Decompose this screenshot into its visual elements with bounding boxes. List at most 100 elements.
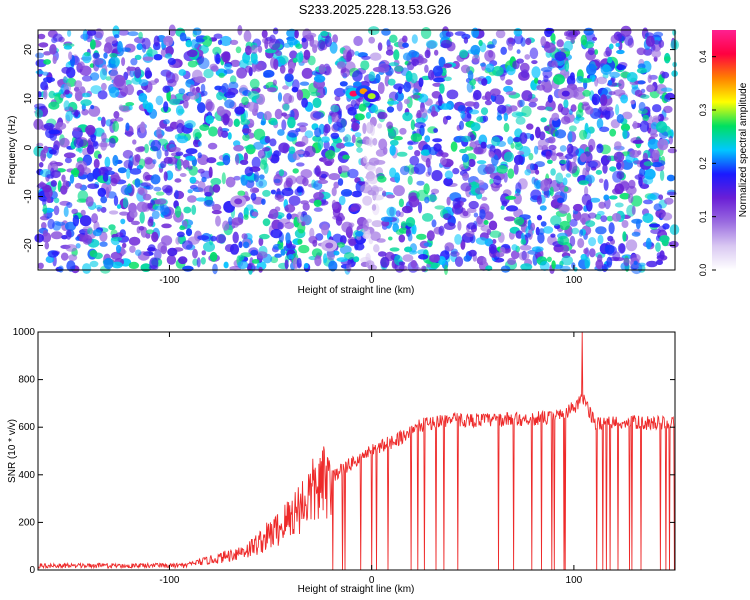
heatmap-cell [356,147,363,153]
heatmap-cell [426,230,435,242]
heatmap-cell [536,84,546,91]
heatmap-cell [420,27,432,39]
heatmap-cell [208,126,218,137]
heatmap-cell [536,214,543,221]
heatmap-cell [646,84,655,93]
heatmap-cell [550,233,556,238]
heatmap-cell [81,108,89,116]
heatmap-cell [512,136,521,143]
heatmap-cell [598,178,604,184]
heatmap-cell [122,242,127,248]
heatmap-cell [214,85,222,91]
heatmap-cell [215,234,227,244]
heatmap-cell [565,158,570,171]
heatmap-cell [486,44,496,49]
heatmap-cell [60,252,69,261]
heatmap-cell [646,260,658,268]
heatmap-cell [632,139,644,144]
heatmap-cell [588,144,594,153]
heatmap-cell [553,74,565,85]
heatmap-cell [113,111,120,119]
heatmap-cell [404,246,413,253]
heatmap-cell [396,151,408,157]
heatmap-cell [405,217,416,227]
heatmap-cell [543,75,549,83]
heatmap-cell [354,242,365,251]
heatmap-cell [613,89,626,97]
heatmap-cell [463,36,469,44]
heatmap-cell [223,261,229,269]
heatmap-cell [600,65,612,75]
heatmap-cell [389,247,400,252]
heatmap-cell [363,155,368,164]
heatmap-cell [473,147,484,155]
heatmap-cell [462,173,469,179]
heatmap-cell [362,219,369,232]
heatmap-cell [570,104,577,112]
heatmap-cell [418,77,424,88]
heatmap-cell [640,94,650,99]
heatmap-cell [468,249,477,257]
heatmap-cell [197,152,202,159]
snr-x-tick-label: -100 [159,575,179,586]
heatmap-cell [288,68,294,75]
heatmap-cell [569,235,576,247]
heatmap-cell [313,207,323,212]
colorbar-tick-label: 0.2 [698,157,708,170]
heatmap-cell [92,229,102,237]
heatmap-cell [328,114,333,125]
heatmap-cell [495,29,506,39]
heatmap-cell [503,216,516,222]
heatmap-cell [107,63,116,68]
heatmap-cell [587,160,598,168]
heatmap-cell [446,196,451,206]
heatmap-cell [467,70,474,81]
heatmap-cell [203,241,215,252]
heatmap-cell [460,182,472,192]
heatmap-cell [227,88,239,96]
heatmap-cell [544,27,553,38]
heatmap-cell [314,255,322,267]
heatmap-cell [165,71,171,78]
heatmap-cell [336,142,346,149]
heatmap-cell [491,136,501,147]
heatmap-cell [81,75,93,82]
heatmap-cell [371,204,377,211]
heatmap-cell [313,75,326,83]
heatmap-cell [643,168,656,180]
heatmap-cell [531,246,544,253]
heatmap-cell [35,52,45,59]
heatmap-cell [656,121,668,133]
heatmap-cell [351,134,356,144]
heatmap-hot-spot-core [367,93,376,100]
heatmap-cell [196,257,201,268]
heatmap-cell [460,64,471,74]
heatmap-cell [129,210,138,218]
heatmap-cell [90,39,96,50]
heatmap-cell [83,52,91,57]
heatmap-cell [511,111,524,118]
heatmap-cell [301,67,313,79]
heatmap-cell [50,170,61,179]
heatmap-cell [564,31,569,37]
heatmap-cell [609,166,617,172]
heatmap-cell [660,212,673,221]
heatmap-cell [153,54,163,61]
heatmap-cell [147,244,156,252]
heatmap-cell [596,76,608,85]
heatmap-cell [386,106,395,113]
heatmap-cell [664,56,671,62]
heatmap-cell [197,141,202,147]
heatmap-cell [321,223,329,236]
heatmap-y-tick-label: 0 [23,144,34,150]
heatmap-cell [176,135,189,144]
heatmap-cell [45,255,55,264]
heatmap-cell [409,250,418,255]
heatmap-cell [324,35,332,48]
heatmap-cell [343,142,355,147]
heatmap-cell [488,243,497,254]
heatmap-cell [281,119,287,131]
heatmap-cell [298,125,307,133]
heatmap-cell [647,74,652,84]
